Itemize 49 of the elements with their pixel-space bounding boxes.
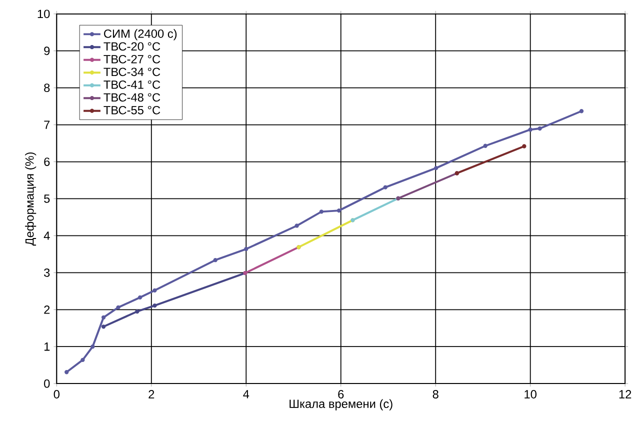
legend-label: ТВС-55 °С bbox=[104, 106, 160, 114]
point bbox=[101, 315, 106, 320]
point bbox=[483, 144, 488, 148]
point bbox=[213, 258, 218, 262]
point bbox=[538, 126, 542, 130]
point bbox=[135, 309, 140, 314]
point bbox=[522, 144, 526, 148]
point bbox=[64, 370, 69, 374]
y-tick-label: 1 bbox=[44, 342, 50, 351]
point bbox=[319, 209, 324, 214]
legend-label: ТВС-20 °С bbox=[104, 42, 160, 50]
x-tick-label: 0 bbox=[54, 390, 60, 398]
y-tick-label: 7 bbox=[44, 120, 50, 129]
point bbox=[90, 344, 95, 349]
y-tick-label: 0 bbox=[44, 379, 50, 388]
point bbox=[579, 108, 584, 114]
y-axis-title: Деформация (%) bbox=[25, 152, 36, 246]
x-tick-label: 2 bbox=[148, 390, 154, 398]
x-tick-label: 4 bbox=[243, 390, 250, 398]
y-tick-label: 3 bbox=[44, 268, 50, 277]
y-tick-label: 2 bbox=[44, 305, 50, 314]
point bbox=[80, 358, 85, 362]
legend-label: ТВС-34 °С bbox=[104, 68, 160, 76]
legend-label: ТВС-27 °С bbox=[104, 54, 160, 64]
point bbox=[101, 324, 106, 329]
point bbox=[434, 166, 438, 170]
legend-label: ТВС-48 °С bbox=[104, 93, 160, 102]
x-tick-label: 12 bbox=[619, 390, 632, 398]
y-tick-label: 6 bbox=[44, 157, 50, 166]
legend-label: СИМ (2400 с) bbox=[104, 29, 177, 40]
y-tick-label: 4 bbox=[44, 232, 50, 240]
x-tick-label: 10 bbox=[524, 390, 536, 398]
point bbox=[116, 305, 120, 310]
x-tick-label: 8 bbox=[432, 390, 438, 398]
point bbox=[152, 288, 157, 292]
point bbox=[152, 303, 157, 308]
x-tick-label: 6 bbox=[338, 390, 344, 398]
legend-label: ТВС-41 °С bbox=[104, 80, 160, 89]
point bbox=[528, 127, 532, 132]
y-tick-label: 9 bbox=[44, 46, 50, 55]
point bbox=[244, 246, 248, 251]
point bbox=[336, 208, 342, 213]
y-tick-label: 10 bbox=[38, 10, 50, 18]
x-axis-title: Шкала времени (с) bbox=[290, 399, 392, 410]
y-tick-label: 8 bbox=[44, 84, 50, 92]
point bbox=[383, 185, 388, 190]
y-tick-label: 5 bbox=[44, 194, 50, 203]
point bbox=[294, 224, 299, 228]
point bbox=[138, 295, 142, 300]
